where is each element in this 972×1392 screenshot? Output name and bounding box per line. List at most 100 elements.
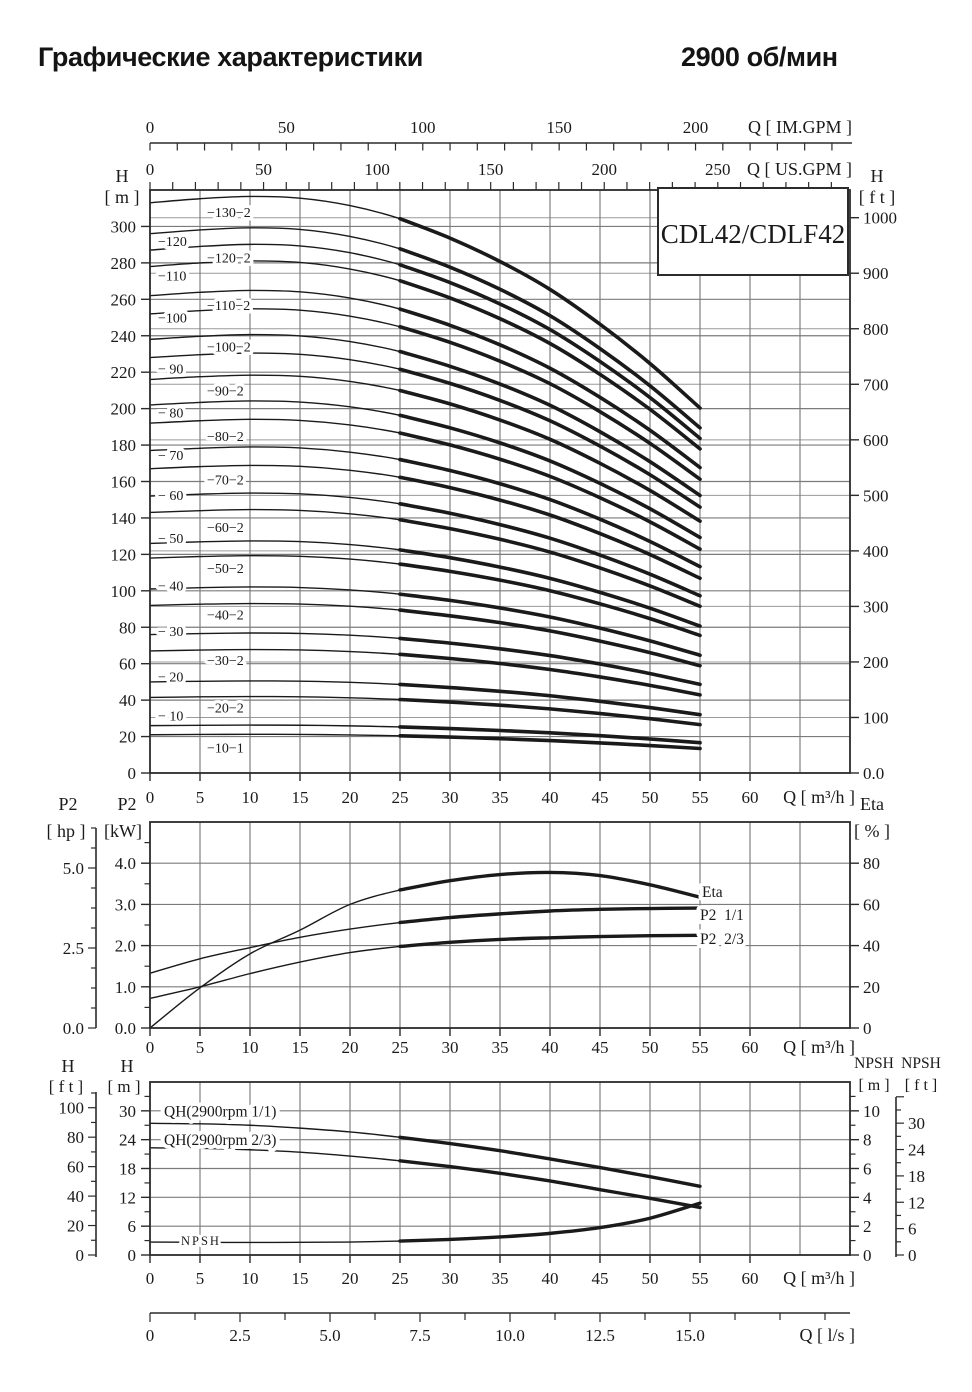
curve-Eta [149, 871, 701, 1029]
p2-hp-unit: [ hp ] [47, 821, 86, 841]
ls-tick-label: 5.0 [319, 1326, 340, 1345]
h-m-tick-label: 6 [128, 1217, 137, 1236]
curve-label: − 10 [158, 710, 183, 725]
npsh-m-tick-label: 4 [863, 1188, 872, 1207]
curve-label: −10−1 [207, 741, 244, 756]
curve-label: − 40 [158, 579, 183, 594]
h-ft-tick-label: 800 [863, 320, 889, 339]
q-tick-label: 25 [392, 788, 409, 807]
us-gpm-tick-label: 50 [255, 160, 272, 179]
h-ft-unit: [ f t ] [49, 1077, 83, 1096]
ls-unit-label: Q [ l/s ] [800, 1325, 856, 1345]
curve-label: −130−2 [207, 206, 251, 221]
curve-P2-1-1 [149, 907, 701, 974]
model-label: CDL42/CDLF42 [661, 219, 846, 249]
curve-label: −60−2 [207, 521, 244, 536]
h-m-tick-label: 0 [128, 764, 137, 783]
npsh-m-tick-label: 8 [863, 1131, 872, 1150]
h-axis-title: H [871, 166, 884, 186]
h-m-tick-label: 18 [119, 1160, 136, 1179]
head-curve-120-2-duty-range [398, 262, 702, 441]
curve-label: −120 [158, 235, 187, 250]
h-ft-tick-label: 60 [67, 1158, 84, 1177]
head-curve-30-duty-range [398, 636, 702, 687]
h-axis-title: H [116, 166, 129, 186]
q-tick-label: 25 [392, 1269, 409, 1288]
speed-label: 2900 об/мин [681, 42, 838, 72]
q-tick-label: 5 [196, 788, 205, 807]
im-gpm-tick-label: 0 [146, 118, 155, 137]
im-gpm-axis: 0 50 100 150 200 Q [ IM.GPM ] [146, 117, 852, 151]
eta-unit: [ % ] [854, 821, 890, 841]
curve-label: −110−2 [207, 299, 250, 314]
h-ft-tick-label: 100 [59, 1099, 85, 1118]
npsh-m-unit: [ m ] [858, 1077, 889, 1094]
h-m-tick-label: 240 [111, 327, 137, 346]
npsh-ft-unit: [ f t ] [905, 1077, 937, 1094]
curve-label: − 90 [158, 363, 183, 378]
head-curve-110-duty-range [398, 278, 702, 451]
h-m-axis: 0 6 12 18 24 30 H[ m ] [107, 1056, 150, 1265]
curve-Eta-duty-range [398, 870, 702, 899]
h-m-tick-label: 24 [119, 1131, 137, 1150]
curve-P2-2-3-duty-range [398, 933, 702, 949]
h-m-tick-label: 180 [111, 436, 137, 455]
npsh-m-tick-label: 6 [863, 1160, 872, 1179]
head-curve-50-duty-range [398, 548, 702, 628]
us-gpm-tick-label: 100 [364, 160, 390, 179]
head-curves [149, 195, 702, 751]
q-unit-label: Q [ m³/h ] [783, 1037, 855, 1057]
head-curve-30-2-duty-range [398, 652, 702, 697]
q-tick-label: 10 [242, 1038, 259, 1057]
ls-tick-label: 12.5 [585, 1326, 615, 1345]
h-ft-tick-label: 0.0 [863, 764, 884, 783]
kw-tick-label: 0.0 [115, 1019, 136, 1038]
eta-tick-label: 40 [863, 937, 880, 956]
h-m-tick-label: 280 [111, 254, 137, 273]
curve-label: − 70 [158, 449, 183, 464]
curve-QH-2900rpm-2-3--duty-range [398, 1159, 702, 1210]
npsh-ft-title: NPSH [901, 1055, 941, 1072]
qh-npsh-curves [149, 1122, 702, 1244]
h-ft-tick-label: 0 [76, 1246, 85, 1265]
curve-label: − 80 [158, 406, 183, 421]
q-tick-label: 60 [742, 788, 759, 807]
q-unit-label: Q [ m³/h ] [783, 787, 855, 807]
q-tick-label: 45 [592, 788, 609, 807]
curve-label: − 30 [158, 625, 183, 640]
head-curve-labels: −10−1 − 10 −20−2 − 20 −30−2 − 30 −40−2 − 40 −50−… [155, 202, 255, 760]
curve-label: −70−2 [207, 474, 244, 489]
bottom-x-axis: 0 5 10 15 20 25 30 35 40 45 50 55 60 Q [ m³/h ] [146, 1255, 855, 1288]
curve-label: −30−2 [207, 654, 244, 669]
curve-label: −100 [158, 312, 187, 327]
head-curve-120-duty-range [398, 247, 702, 430]
npsh-ft-tick-label: 6 [908, 1220, 917, 1239]
q-tick-label: 20 [342, 1269, 359, 1288]
h-m-tick-label: 120 [111, 545, 137, 564]
model-box: CDL42/CDLF42 [657, 187, 849, 276]
curve-label: − 20 [158, 670, 183, 685]
h-m-tick-label: 140 [111, 509, 137, 528]
h-m-unit: [ m ] [107, 1077, 140, 1096]
q-tick-label: 0 [146, 1269, 155, 1288]
h-m-tick-label: 200 [111, 400, 137, 419]
p2-kw-title: P2 [117, 794, 136, 814]
qh-npsh-labels: QH(2900rpm 1/1) QH(2900rpm 2/3) NPSH [160, 1099, 280, 1251]
q-tick-label: 15 [292, 1269, 309, 1288]
q-tick-label: 10 [242, 788, 259, 807]
h-m-tick-label: 40 [119, 691, 136, 710]
q-tick-label: 50 [642, 1269, 659, 1288]
h-m-tick-label: 12 [119, 1188, 136, 1207]
kw-tick-label: 3.0 [115, 895, 136, 914]
curve-QH-2900rpm-2-3- [149, 1147, 701, 1209]
ls-tick-label: 10.0 [495, 1326, 525, 1345]
eta-axis: 0 20 40 60 80 Eta [ % ] [850, 794, 890, 1038]
grid [150, 190, 850, 773]
us-gpm-axis: 0 50 100 150 200 250 Q [ US.GPM ] [146, 159, 852, 190]
h-ft-tick-label: 700 [863, 375, 889, 394]
im-gpm-tick-label: 200 [683, 118, 709, 137]
ls-tick-label: 0 [146, 1326, 155, 1345]
q-tick-label: 40 [542, 1038, 559, 1057]
curve-label: −20−2 [207, 701, 244, 716]
